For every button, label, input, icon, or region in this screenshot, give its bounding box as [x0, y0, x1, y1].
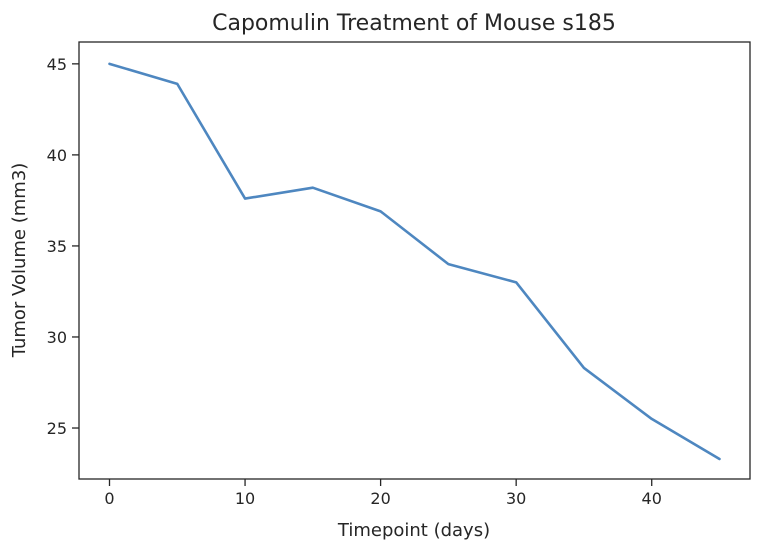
y-tick-label: 30: [47, 328, 67, 347]
y-axis-label: Tumor Volume (mm3): [9, 163, 30, 359]
x-tick-label: 30: [506, 489, 526, 508]
x-axis-label: Timepoint (days): [337, 520, 490, 541]
plot-frame: [78, 41, 751, 480]
y-tick-label: 45: [47, 55, 67, 74]
x-tick-label: 0: [104, 489, 114, 508]
x-tick-label: 40: [642, 489, 662, 508]
x-tick-label: 10: [235, 489, 255, 508]
x-tick-label: 20: [370, 489, 390, 508]
y-tick-label: 40: [47, 146, 67, 165]
series-line: [108, 62, 721, 461]
chart-title: Capomulin Treatment of Mouse s185: [212, 11, 616, 36]
y-tick-label: 35: [47, 237, 67, 256]
y-tick-label: 25: [47, 419, 67, 438]
plot-area: 0 10 20 30 40 25 30 35 40 45: [47, 41, 751, 508]
